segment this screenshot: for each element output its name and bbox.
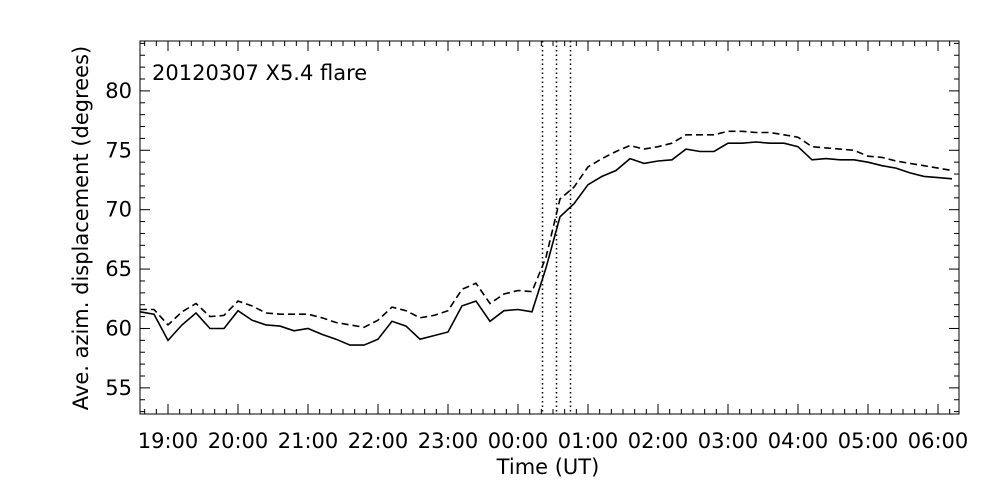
x-tick-label: 00:00	[488, 429, 549, 453]
y-tick-label: 75	[105, 138, 132, 162]
series-lines	[139, 130, 953, 346]
y-axis: 55 60 65 70 75 80	[105, 42, 959, 413]
flare-annotation: 20120307 X5.4 flare	[152, 61, 367, 85]
vertical-markers	[541, 41, 572, 414]
x-tick-label: 22:00	[348, 429, 409, 453]
x-tick-label: 19:00	[138, 429, 199, 453]
y-tick-label: 55	[105, 376, 132, 400]
x-tick-label: 06:00	[908, 429, 969, 453]
x-tick-label: 20:00	[208, 429, 269, 453]
x-tick-label: 04:00	[768, 429, 829, 453]
x-tick-label: 01:00	[558, 429, 619, 453]
y-tick-label: 80	[105, 79, 132, 103]
x-tick-label: 02:00	[628, 429, 689, 453]
y-tick-label: 70	[105, 198, 132, 222]
solid-series-line	[139, 141, 953, 346]
x-tick-label: 03:00	[698, 429, 759, 453]
x-tick-label: 21:00	[278, 429, 339, 453]
dashed-series-line	[140, 130, 953, 329]
x-tick-label: 23:00	[418, 429, 479, 453]
y-tick-label: 65	[105, 257, 132, 281]
x-tick-label: 05:00	[838, 429, 899, 453]
x-axis-title: Time (UT)	[496, 455, 600, 479]
plot-frame	[139, 40, 960, 415]
x-axis: 19:00 20:00 21:00 22:00 23:00 00:00 01:00 02:00…	[138, 41, 969, 453]
y-axis-title: Ave. azim. displacement (degrees)	[69, 46, 93, 411]
y-tick-label: 60	[105, 316, 132, 340]
